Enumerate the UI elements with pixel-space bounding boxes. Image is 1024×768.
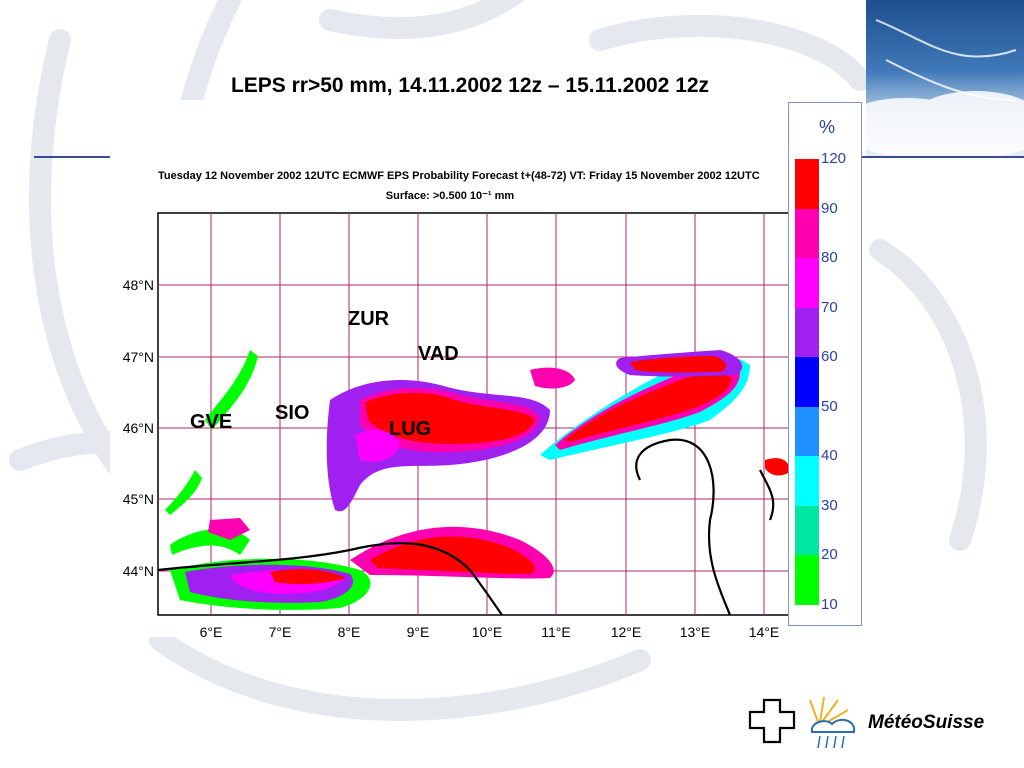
legend-swatch [795, 159, 819, 210]
legend-swatch [795, 555, 819, 606]
legend-swatch [795, 406, 819, 457]
meteosuisse-logo: MétéoSuisse [740, 692, 992, 754]
legend-swatch [795, 505, 819, 556]
lat-label-48n: 48°N [122, 277, 154, 293]
sky-photo [846, 0, 1024, 160]
lon-label-9e: 9°E [406, 624, 430, 640]
legend-tick-label: 30 [821, 496, 838, 514]
legend-swatch [795, 208, 819, 259]
station-lug: LUG [389, 418, 432, 440]
lon-label-6e: 6°E [199, 624, 223, 640]
sky-overlay [846, 19, 1024, 160]
legend-tick-label: 90 [821, 199, 838, 217]
meteosuisse-emblem-icon [748, 696, 856, 749]
station-gve: GVE [190, 411, 233, 433]
lat-label-46n: 46°N [122, 420, 154, 436]
lon-label-7e: 7°E [268, 624, 292, 640]
map-header-line2: Surface: >0.500 10⁻¹ mm [385, 190, 515, 202]
legend-tick-label: 40 [821, 447, 838, 465]
lat-label-44n: 44°N [122, 563, 154, 579]
color-legend: % 120 90 80 70 60 50 40 30 20 10 [788, 102, 862, 626]
station-sio: SIO [275, 402, 310, 424]
logo-text: MétéoSuisse [868, 712, 985, 733]
map-header-line1: Tuesday 12 November 2002 12UTC ECMWF EPS… [158, 170, 760, 182]
legend-swatch [795, 456, 819, 507]
legend-tick-label: 20 [821, 546, 838, 564]
forecast-map-panel: Tuesday 12 November 2002 12UTC ECMWF EPS… [110, 100, 790, 640]
lat-label-45n: 45°N [122, 491, 154, 507]
legend-tick-label: 80 [821, 249, 838, 267]
legend-color-bar [795, 159, 819, 606]
probability-fields [165, 350, 790, 610]
legend-tick-label: 70 [821, 298, 838, 316]
station-zur: ZUR [348, 308, 390, 330]
lon-label-12e: 12°E [610, 624, 642, 640]
legend-tick-label: 60 [821, 348, 838, 366]
legend-swatch [795, 258, 819, 309]
title-rule-right [858, 156, 1024, 158]
lon-label-14e: 14°E [748, 624, 780, 640]
legend-swatch [795, 307, 819, 358]
slide-title: LEPS rr>50 mm, 14.11.2002 12z – 15.11.20… [230, 74, 710, 97]
legend-unit: % [819, 117, 836, 137]
lon-label-8e: 8°E [337, 624, 361, 640]
title-rule-left [34, 156, 114, 158]
legend-swatch [795, 357, 819, 408]
probability-map [157, 212, 790, 616]
lon-label-10e: 10°E [471, 624, 503, 640]
legend-tick-label: 120 [821, 150, 847, 167]
coastline [157, 438, 775, 616]
station-vad: VAD [418, 343, 459, 365]
lon-label-13e: 13°E [679, 624, 711, 640]
legend-tick-label: 10 [821, 596, 838, 613]
lat-label-47n: 47°N [122, 349, 154, 365]
lon-label-11e: 11°E [541, 624, 571, 640]
legend-tick-label: 50 [821, 397, 838, 415]
